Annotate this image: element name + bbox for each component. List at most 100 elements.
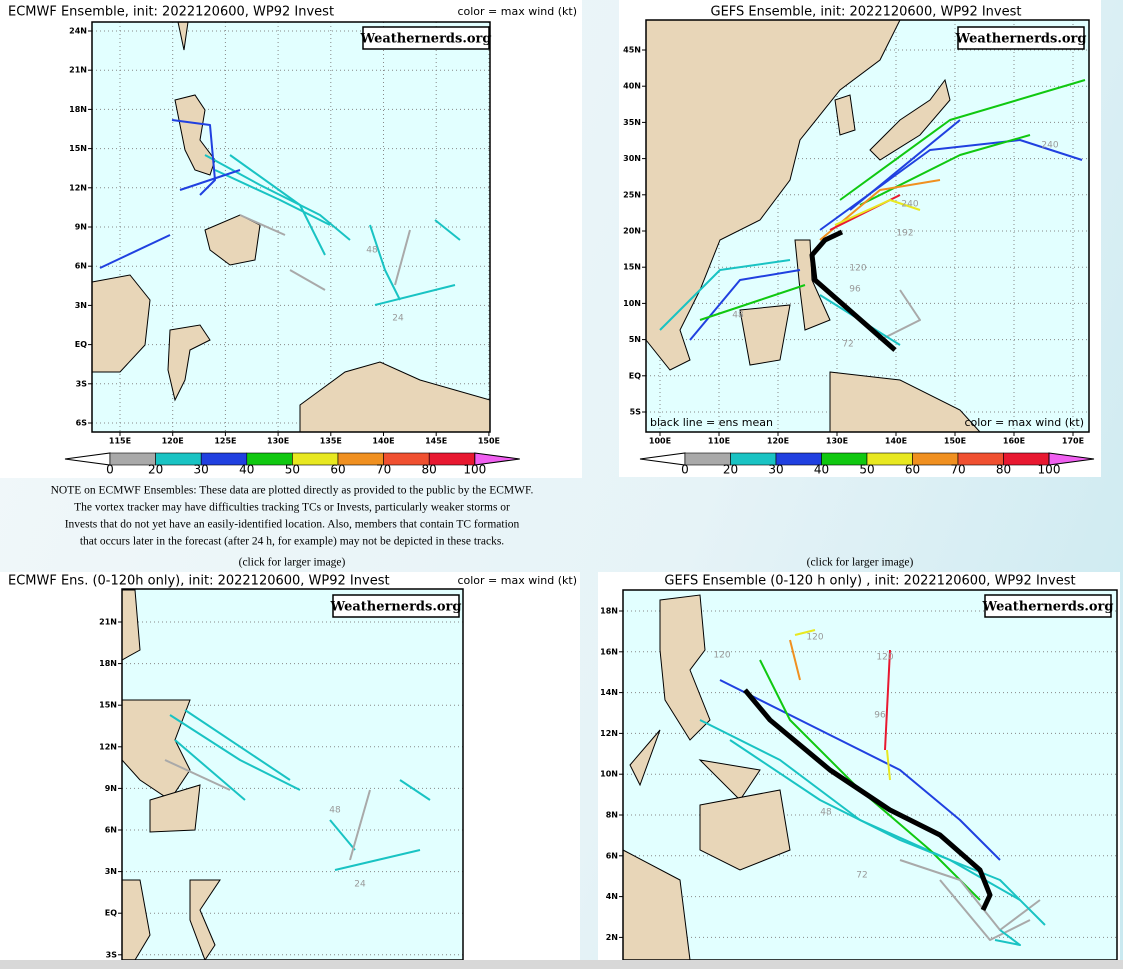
lat-label: EQ xyxy=(105,909,117,918)
island xyxy=(794,239,831,331)
click-link[interactable]: (click for larger image) xyxy=(239,557,346,569)
colorbar-label: 70 xyxy=(950,463,965,477)
brand: Weathernerds.org xyxy=(330,600,462,615)
land xyxy=(645,19,982,433)
lon-label: 110E xyxy=(708,437,730,446)
brand-box xyxy=(957,26,1085,50)
continent xyxy=(645,19,901,371)
track xyxy=(884,649,891,751)
lon-label: 120E xyxy=(767,437,789,446)
lon-label: 130E xyxy=(826,437,848,446)
lat-label: 21N xyxy=(69,66,87,75)
lon-label: 120E xyxy=(162,437,184,446)
lat-label: 12N xyxy=(69,183,87,192)
colorbar-label: 50 xyxy=(859,463,874,477)
track xyxy=(994,929,1021,946)
track xyxy=(179,169,241,191)
track xyxy=(174,739,246,801)
colorbar-label: 20 xyxy=(723,463,738,477)
lat-label: 40N xyxy=(623,82,641,91)
tracks xyxy=(659,79,1086,352)
track-label: 48 xyxy=(329,806,341,816)
lon-label: 115E xyxy=(109,437,131,446)
lat-label: 18N xyxy=(69,105,87,114)
colorbar-label: 30 xyxy=(194,463,209,477)
lon-label: 145E xyxy=(425,437,447,446)
colorbar-label: 30 xyxy=(768,463,783,477)
lat-label: 10N xyxy=(623,299,641,308)
lon-label: 150E xyxy=(944,437,966,446)
track xyxy=(939,879,1031,941)
lat-label: EQ xyxy=(75,340,87,349)
track-label: 120 xyxy=(876,653,893,663)
colorbar-label: 80 xyxy=(996,463,1011,477)
track xyxy=(399,779,431,801)
track xyxy=(899,859,1041,931)
track xyxy=(214,169,331,226)
track xyxy=(789,639,801,681)
lat-label: 15N xyxy=(69,144,87,153)
track-label: 96 xyxy=(874,711,886,721)
colorbar-label: 40 xyxy=(239,463,254,477)
track xyxy=(239,214,286,236)
map-background xyxy=(92,22,490,432)
lat-label: 16N xyxy=(600,647,618,656)
track xyxy=(886,749,891,781)
panel xyxy=(0,572,580,960)
island xyxy=(167,324,211,402)
lat-label: 8N xyxy=(606,811,618,820)
lat-label: 4N xyxy=(606,892,618,901)
track-label: 96 xyxy=(849,285,861,295)
track xyxy=(204,154,351,241)
note-line: that occurs later in the forecast (after… xyxy=(80,536,504,548)
island xyxy=(659,594,711,741)
colorbar-label: 80 xyxy=(422,463,437,477)
island xyxy=(121,699,191,801)
track-label: 120 xyxy=(806,633,823,643)
map-frame xyxy=(91,21,491,433)
lat-label: 24N xyxy=(69,27,87,36)
lon-label: 140E xyxy=(372,437,394,446)
colorbar-label: 60 xyxy=(905,463,920,477)
track xyxy=(349,789,371,861)
lat-label: 6N xyxy=(105,826,117,835)
click-link[interactable]: (click for larger image) xyxy=(807,557,914,569)
island xyxy=(189,879,221,962)
track xyxy=(729,739,1046,926)
lat-label: 15N xyxy=(99,701,117,710)
track xyxy=(289,269,326,291)
track xyxy=(689,269,801,341)
lat-label: 12N xyxy=(600,729,618,738)
track xyxy=(369,224,401,301)
panel-labels: 24N 21N 18N 15N 12N 9N 6N 3N EQ 3S 6S 115E 120E 125E 1… xyxy=(8,5,577,477)
lat-label: 10N xyxy=(600,770,618,779)
tracks xyxy=(699,629,1046,946)
lon-label: 150E xyxy=(478,437,500,446)
note: NOTE on ECMWF Ensembles: These data are … xyxy=(51,485,534,548)
lat-label: 5S xyxy=(630,408,642,417)
panel-title: ECMWF Ens. (0-120h only), init: 20221206… xyxy=(8,574,390,589)
mean-track xyxy=(809,229,897,352)
colorbar-label: 40 xyxy=(814,463,829,477)
track-label: 120 xyxy=(713,651,730,661)
track xyxy=(719,679,1001,861)
lat-label: 3N xyxy=(105,867,117,876)
lat-label: 45N xyxy=(623,46,641,55)
brand-box xyxy=(984,594,1112,618)
track xyxy=(374,284,456,306)
map-background xyxy=(623,590,1117,960)
colorbar-label: 50 xyxy=(285,463,300,477)
brand: Weathernerds.org xyxy=(955,32,1087,47)
lat-label: 9N xyxy=(105,784,117,793)
lat-label: 25N xyxy=(623,190,641,199)
track xyxy=(329,819,356,851)
lat-label: 6S xyxy=(76,419,88,428)
panel-labels: 45N 40N 35N 30N 25N 20N 15N 10N 5N EQ 5S 100E 110E 12… xyxy=(623,5,1095,477)
island xyxy=(149,784,201,833)
tracks xyxy=(99,119,461,306)
colorbar-label: 70 xyxy=(376,463,391,477)
peninsula xyxy=(834,94,856,136)
lon-label: 135E xyxy=(320,437,342,446)
